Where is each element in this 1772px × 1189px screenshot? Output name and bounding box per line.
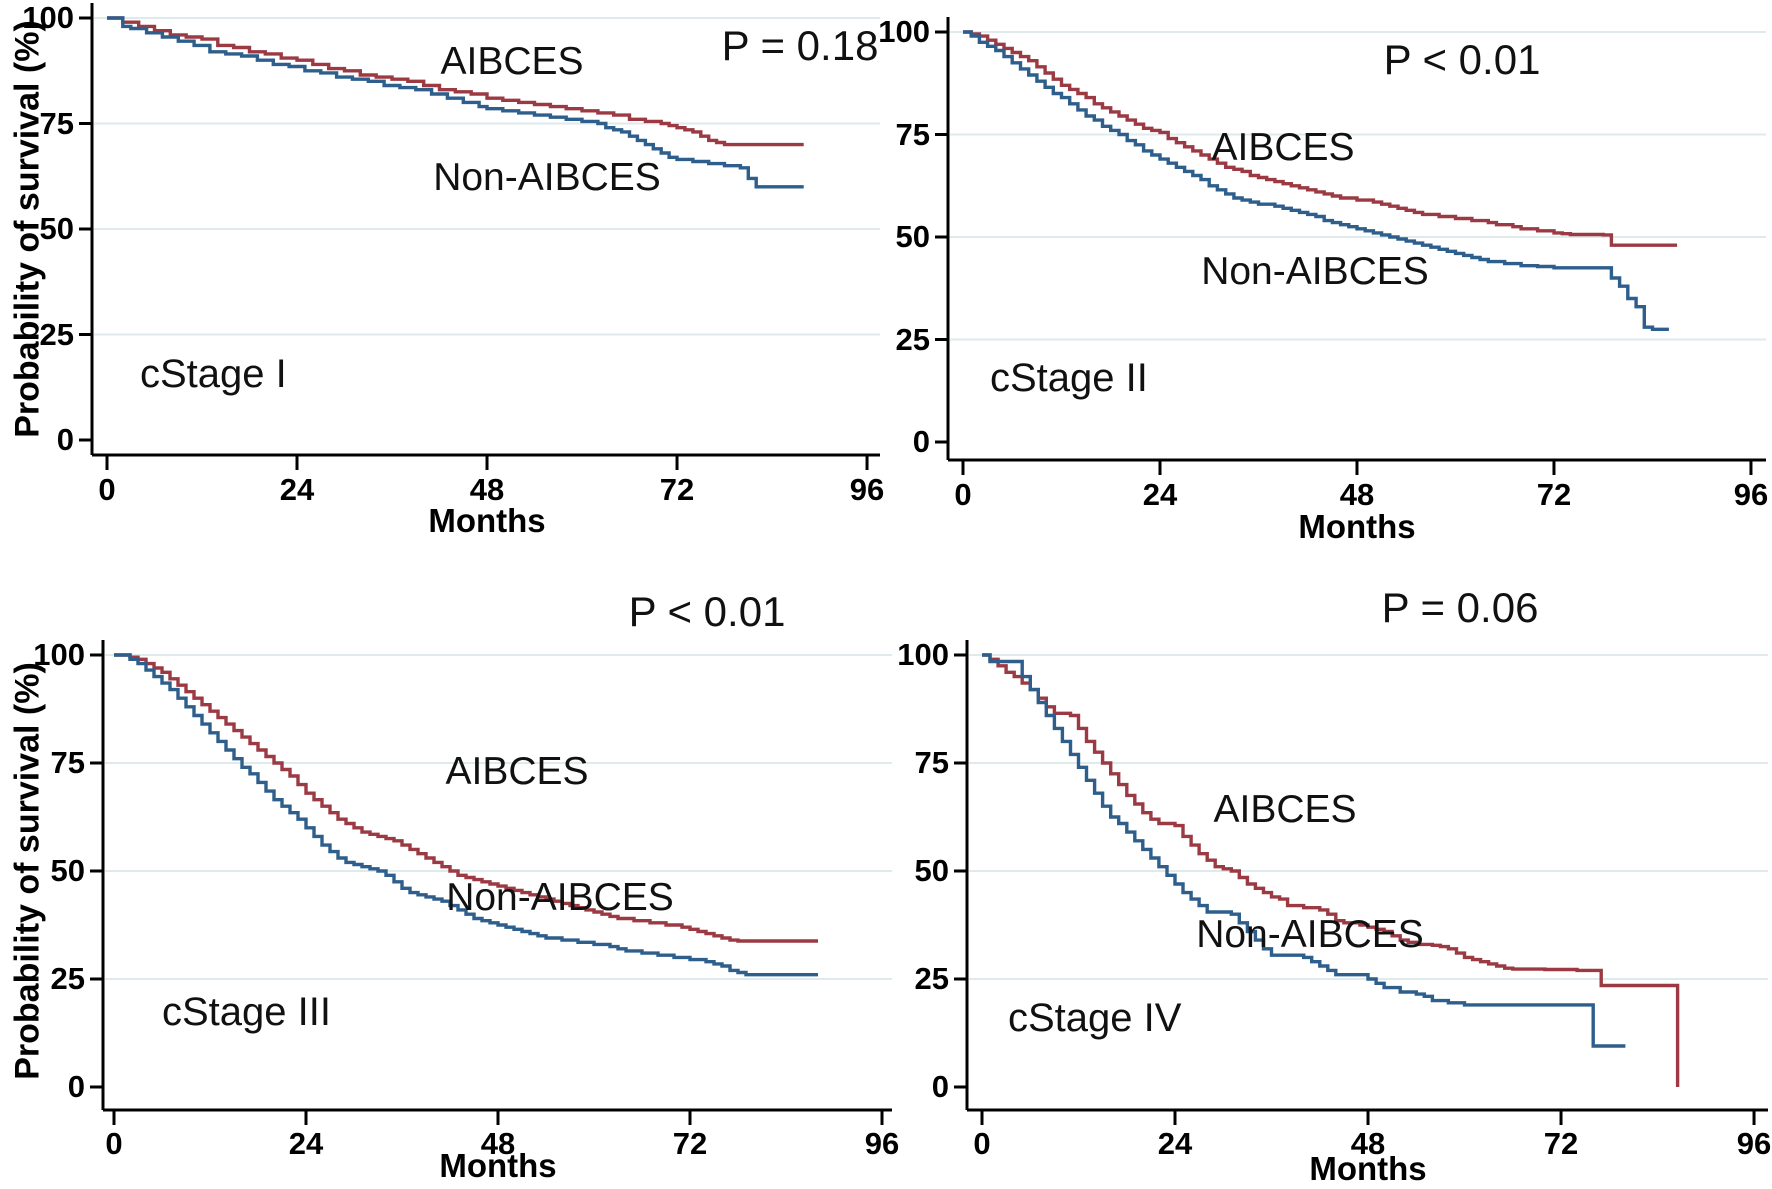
stage-label: cStage II [990, 356, 1148, 400]
y-tick-label-50: 50 [895, 219, 930, 254]
y-tick-label-75: 75 [914, 745, 949, 780]
x-tick-label-96: 96 [1733, 477, 1769, 512]
curve-aibces [982, 653, 1680, 1087]
x-tick-label-24: 24 [1157, 1126, 1193, 1161]
y-tick-label-50: 50 [50, 853, 85, 888]
x-tick-label-0: 0 [954, 477, 972, 512]
x-tick-label-48: 48 [1339, 477, 1375, 512]
y-tick-label-100: 100 [878, 14, 930, 49]
curve-aibces [114, 653, 818, 943]
curve-non-aibces [963, 30, 1669, 331]
series-label-non-aibces: Non-AIBCES [1196, 913, 1424, 956]
y-tick-label-0: 0 [912, 424, 930, 459]
y-tick-label-0: 0 [931, 1069, 949, 1104]
p-value-label: P < 0.01 [628, 588, 786, 635]
y-tick-label-0: 0 [67, 1069, 85, 1104]
x-axis-title: Months [439, 1147, 557, 1184]
x-tick-label-48: 48 [1350, 1126, 1386, 1161]
y-tick-label-0: 0 [56, 422, 74, 457]
series-label-aibces: AIBCES [1211, 126, 1355, 169]
x-tick-label-96: 96 [849, 472, 885, 507]
y-tick-label-50: 50 [39, 211, 74, 246]
series-label-aibces: AIBCES [1213, 788, 1357, 831]
x-tick-label-72: 72 [1536, 477, 1572, 512]
curve-non-aibces [982, 653, 1626, 1048]
p-value-label: P = 0.18 [721, 22, 879, 69]
x-axis-title: Months [1298, 508, 1416, 545]
y-axis-title: Probability of survival (%) [8, 662, 47, 1080]
y-tick-label-100: 100 [33, 637, 85, 672]
x-tick-label-72: 72 [1543, 1126, 1579, 1161]
y-tick-label-25: 25 [895, 321, 930, 357]
x-tick-label-96: 96 [1736, 1126, 1772, 1161]
x-axis-title: Months [428, 502, 546, 539]
y-tick-label-25: 25 [914, 961, 949, 996]
y-tick-label-100: 100 [897, 637, 949, 672]
x-tick-label-72: 72 [659, 472, 695, 507]
x-tick-label-0: 0 [98, 472, 116, 507]
y-tick-label-75: 75 [39, 105, 74, 141]
x-tick-label-24: 24 [1142, 477, 1178, 512]
curve-aibces [107, 16, 804, 147]
x-tick-label-72: 72 [672, 1126, 708, 1161]
stage-label: cStage I [140, 352, 287, 396]
curve-aibces [963, 30, 1678, 247]
y-tick-label-75: 75 [895, 116, 930, 152]
series-label-non-aibces: Non-AIBCES [1201, 250, 1429, 293]
y-tick-label-25: 25 [39, 316, 74, 352]
p-value-label: P = 0.06 [1381, 584, 1539, 631]
x-tick-label-0: 0 [105, 1126, 123, 1161]
series-label-non-aibces: Non-AIBCES [446, 876, 674, 919]
stage-label: cStage IV [1008, 996, 1182, 1040]
x-tick-label-24: 24 [288, 1126, 324, 1161]
x-tick-label-24: 24 [279, 472, 315, 507]
series-label-aibces: AIBCES [445, 750, 589, 793]
y-tick-label-75: 75 [50, 745, 85, 780]
series-label-non-aibces: Non-AIBCES [433, 156, 661, 199]
x-axis-title: Months [1309, 1150, 1427, 1187]
curve-non-aibces [114, 653, 818, 977]
p-value-label: P < 0.01 [1383, 36, 1541, 83]
y-tick-label-25: 25 [50, 961, 85, 996]
y-tick-label-100: 100 [22, 0, 74, 35]
series-label-aibces: AIBCES [440, 40, 584, 83]
x-tick-label-48: 48 [480, 1126, 516, 1161]
y-tick-label-50: 50 [914, 853, 949, 888]
stage-label: cStage III [162, 990, 331, 1034]
x-tick-label-48: 48 [469, 472, 505, 507]
x-tick-label-0: 0 [973, 1126, 991, 1161]
x-tick-label-96: 96 [864, 1126, 900, 1161]
curve-non-aibces [107, 16, 804, 189]
